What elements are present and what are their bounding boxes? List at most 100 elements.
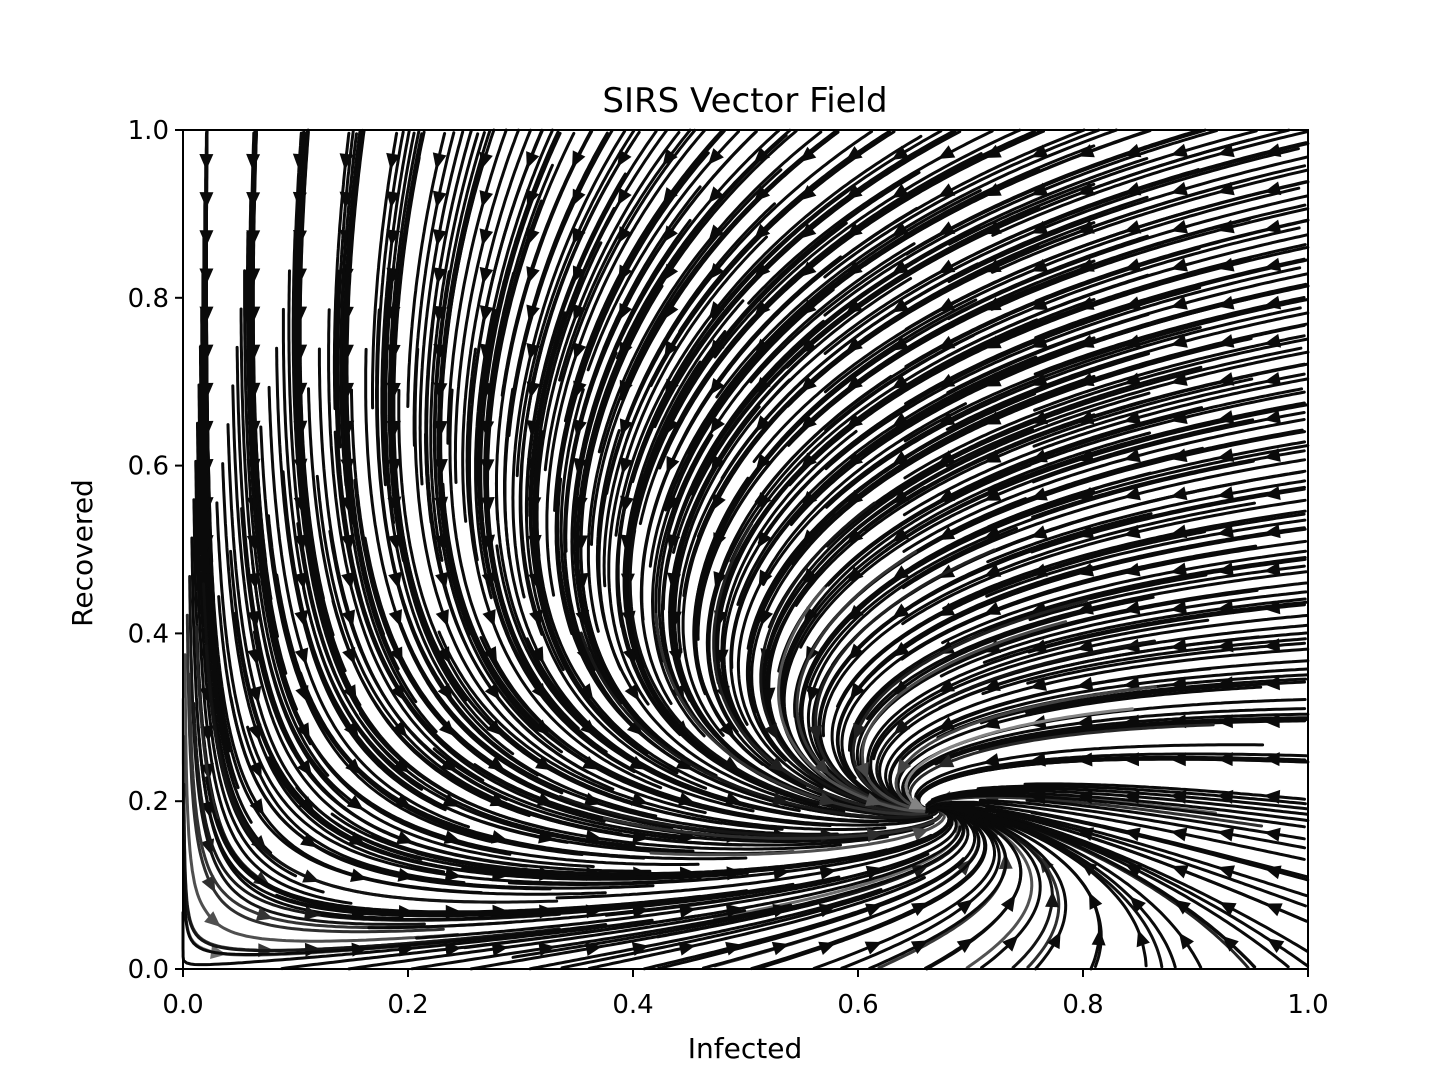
streamline — [587, 876, 926, 970]
streamline — [402, 542, 784, 831]
streamline-arrow — [708, 224, 725, 242]
streamline — [872, 614, 1309, 761]
streamline-arrow — [806, 685, 821, 704]
streamline — [296, 522, 636, 848]
streamline-arrow — [1091, 929, 1106, 946]
streamlines — [181, 128, 1310, 971]
streamline — [823, 147, 1300, 355]
streamline — [930, 786, 1308, 811]
streamline-arrow — [342, 684, 357, 702]
streamline-arrow — [678, 792, 696, 806]
streamline — [1023, 782, 1306, 801]
streamline — [394, 730, 889, 847]
streamline-arrow — [982, 753, 1000, 767]
streamline-arrow — [818, 792, 836, 806]
streamline — [1025, 680, 1306, 715]
streamline — [780, 431, 1152, 740]
streamline-arrow — [526, 342, 541, 361]
streamline — [586, 168, 783, 633]
streamline — [327, 308, 485, 782]
streamline — [823, 128, 1101, 279]
streamline — [570, 218, 692, 705]
y-axis-ticks: 0.0 0.2 0.4 0.6 0.8 1.0 — [128, 116, 183, 985]
streamline-arrow — [249, 798, 264, 816]
streamline-arrow — [937, 678, 955, 693]
streamline-arrow — [1267, 938, 1285, 953]
streamline — [248, 192, 298, 711]
streamline-arrow — [768, 756, 786, 773]
streamline-arrow — [1038, 856, 1054, 874]
streamline — [825, 306, 1302, 509]
streamline-arrow — [937, 297, 956, 312]
streamline — [995, 812, 1309, 953]
streamline — [297, 154, 347, 673]
streamline-arrow — [761, 687, 776, 704]
streamline — [713, 128, 1022, 359]
streamline — [653, 130, 962, 429]
streamline — [188, 575, 426, 926]
streamline-arrow — [1170, 258, 1188, 272]
streamline-arrow — [1217, 827, 1235, 842]
streamline — [231, 384, 399, 846]
streamline — [406, 132, 447, 408]
streamline — [453, 128, 520, 484]
streamline-arrow — [432, 228, 447, 246]
streamline — [485, 235, 580, 730]
streamline-arrow — [1263, 827, 1281, 842]
streamline-arrow — [709, 377, 725, 395]
streamline-arrow — [1217, 143, 1235, 158]
chart-title: SIRS Vector Field — [602, 81, 887, 121]
streamline — [976, 784, 1307, 806]
streamline — [376, 432, 658, 818]
streamline — [182, 839, 608, 956]
streamline-arrow — [847, 604, 864, 622]
streamline-arrow — [708, 148, 724, 165]
streamline-arrow — [764, 722, 778, 741]
streamline-arrow — [396, 830, 414, 845]
streamline-arrow — [526, 304, 540, 322]
streamline — [824, 266, 1302, 471]
streamline-arrow — [936, 754, 955, 768]
streamline — [614, 134, 923, 537]
streamline-arrow — [1029, 639, 1048, 653]
streamline-arrow — [937, 145, 956, 159]
streamline-arrow — [753, 185, 771, 202]
streamline — [446, 128, 508, 445]
streamline — [1033, 334, 1306, 412]
streamline-arrow — [573, 342, 587, 360]
streamline — [275, 882, 795, 917]
streamline — [984, 806, 1308, 898]
streamline-arrow — [443, 830, 461, 844]
streamline-arrow — [675, 755, 694, 770]
streamline — [878, 635, 1261, 814]
streamline — [602, 152, 856, 588]
streamline-arrow — [1263, 714, 1280, 729]
streamline-arrow — [678, 941, 696, 956]
streamline — [558, 128, 692, 382]
streamline — [607, 235, 768, 706]
streamline — [866, 600, 1308, 793]
streamline-arrow — [388, 609, 403, 627]
streamline-arrow — [1264, 865, 1282, 880]
streamline — [750, 168, 1200, 423]
streamline — [204, 644, 559, 904]
streamline-arrow — [1265, 903, 1283, 917]
streamline-arrow — [434, 534, 449, 552]
streamline-arrow — [808, 725, 823, 742]
streamline — [469, 896, 838, 971]
streamline-arrow — [435, 609, 449, 627]
streamline — [274, 650, 700, 866]
streamline — [1039, 821, 1309, 923]
streamline — [342, 193, 418, 704]
streamline — [336, 130, 355, 449]
streamline — [437, 630, 887, 831]
streamline-arrow — [1002, 935, 1019, 952]
streamline-arrow — [865, 792, 883, 807]
streamline — [782, 451, 1096, 786]
streamline — [519, 348, 708, 790]
streamline-arrow — [666, 494, 680, 512]
x-tick-label: 0.4 — [612, 990, 653, 1020]
streamline-arrow — [713, 571, 727, 589]
streamline-arrow — [760, 608, 774, 627]
y-tick-label: 0.2 — [128, 787, 169, 817]
